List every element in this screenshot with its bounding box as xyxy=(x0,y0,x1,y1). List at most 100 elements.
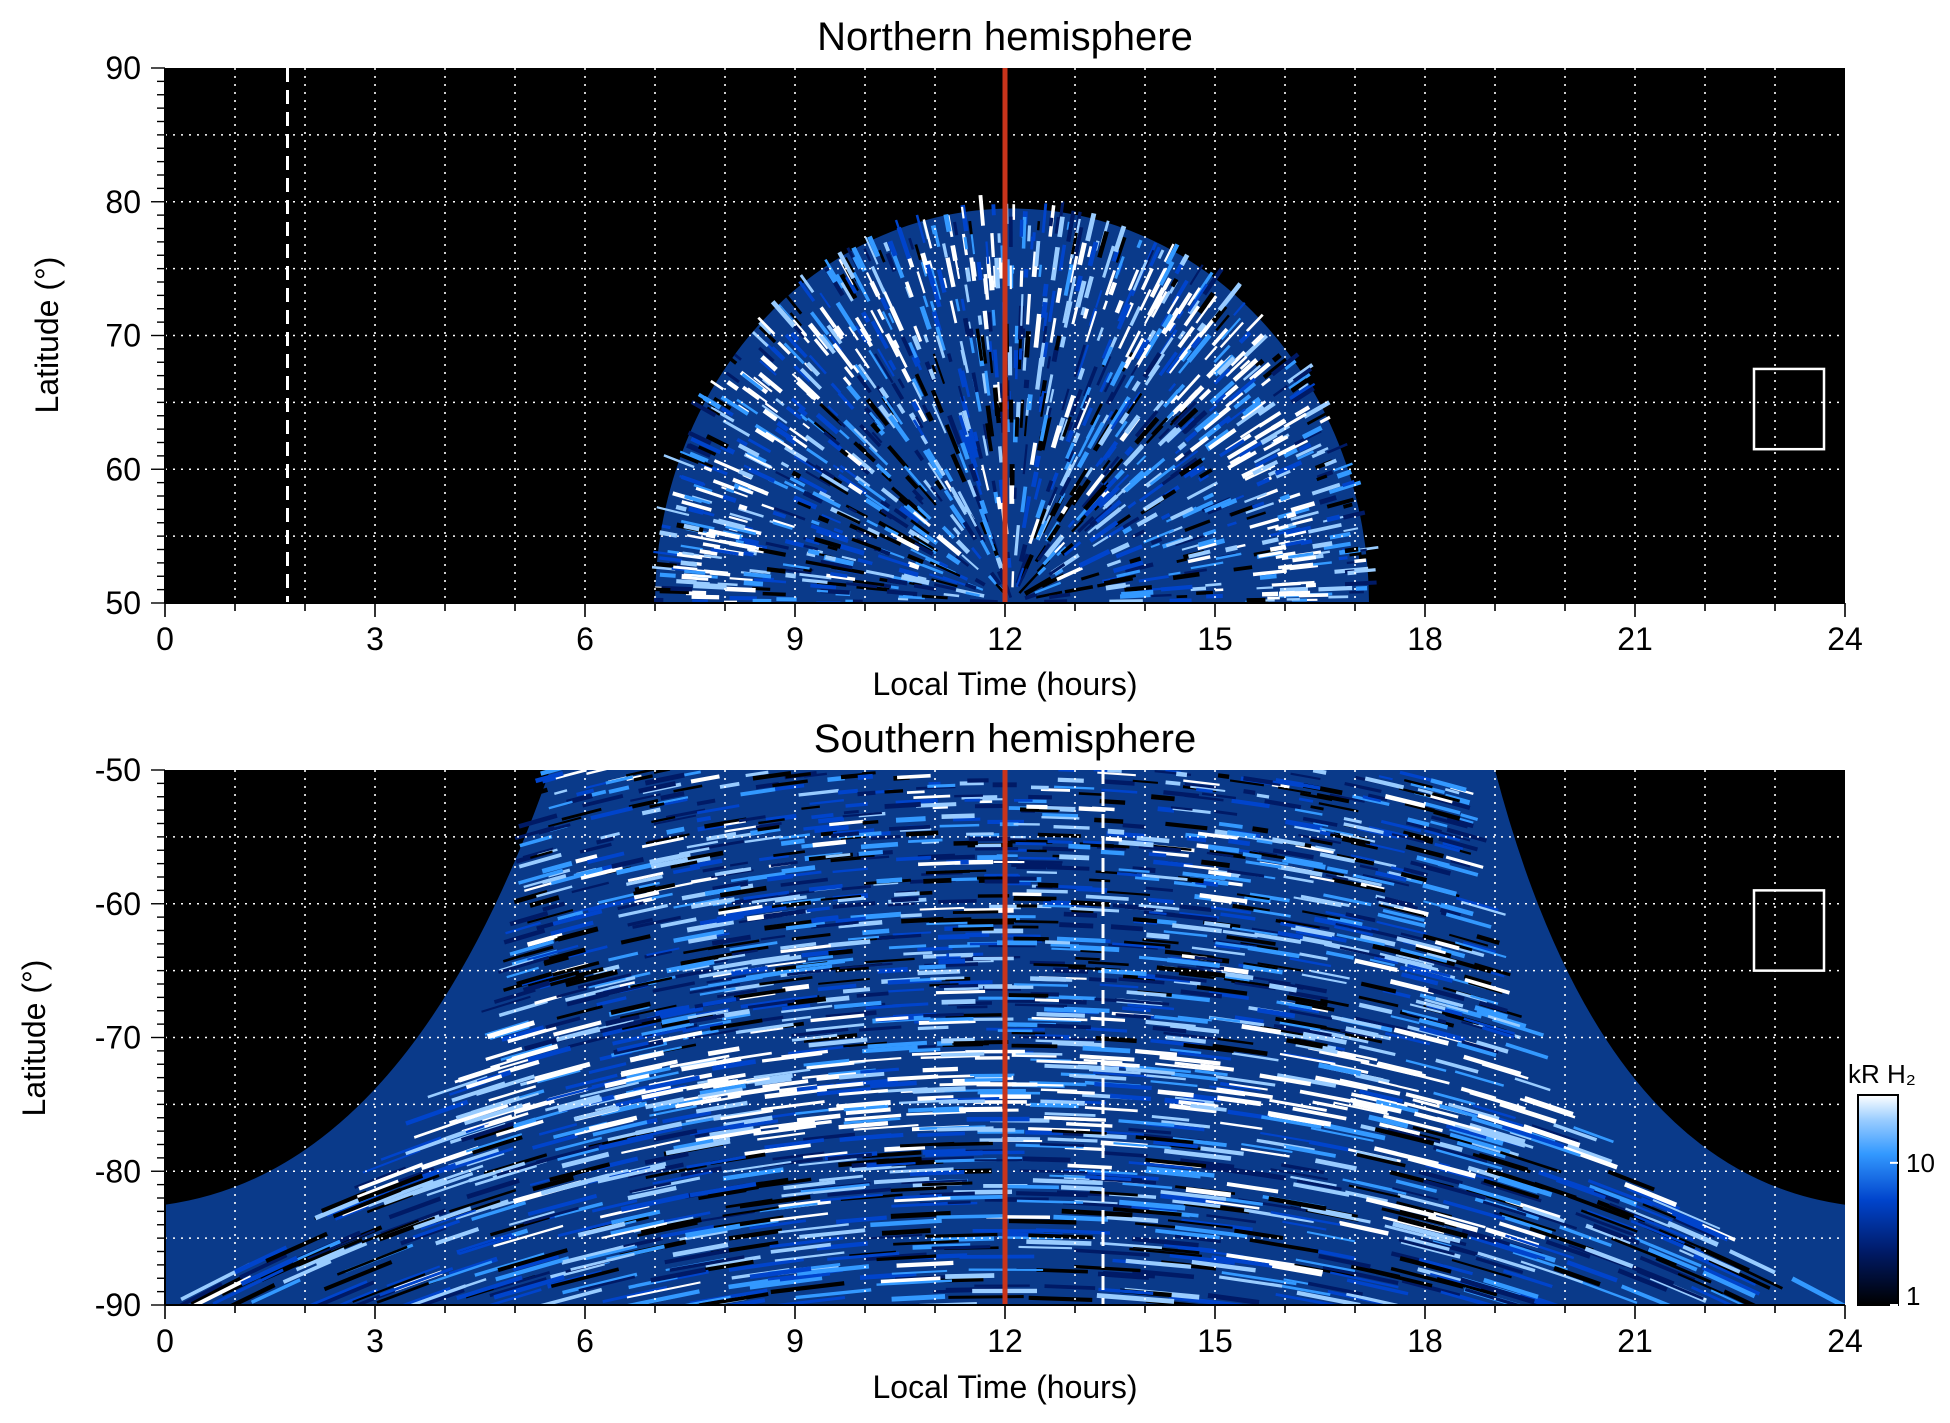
southern-emission-streak xyxy=(1206,851,1234,858)
northern-emission-streak xyxy=(1179,253,1190,267)
northern-emission-streak xyxy=(832,326,844,341)
southern-emission-streak xyxy=(860,1067,900,1074)
northern-emission-streak xyxy=(1294,429,1322,446)
southern-emission-streak xyxy=(758,818,785,825)
northern-emission-streak xyxy=(857,363,877,389)
northern-emission-streak xyxy=(1326,514,1341,523)
northern-emission-streak xyxy=(908,341,918,359)
southern-emission-streak xyxy=(917,969,961,976)
northern-emission-streak xyxy=(964,505,978,527)
southern-emission-streak xyxy=(1160,1190,1227,1201)
northern-emission-streak xyxy=(1277,438,1309,457)
southern-emission-streak xyxy=(892,931,932,936)
northern-emission-streak xyxy=(1122,355,1133,369)
northern-emission-streak xyxy=(1115,544,1143,559)
northern-emission-streak xyxy=(1040,416,1052,451)
southern-emission-streak xyxy=(240,1255,299,1287)
northern-emission-streak xyxy=(1278,590,1311,597)
northern-emission-streak xyxy=(1294,405,1311,417)
southern-emission-streak xyxy=(787,996,827,1006)
northern-emission-streak xyxy=(1146,329,1157,343)
northern-emission-streak xyxy=(710,547,739,556)
southern-emission-streak xyxy=(428,1260,493,1285)
northern-emission-streak xyxy=(916,271,926,294)
northern-emission-streak xyxy=(961,554,979,571)
northern-emission-streak xyxy=(1244,464,1276,481)
southern-emission-streak xyxy=(1256,839,1273,845)
southern-emission-streak xyxy=(641,836,684,849)
southern-emission-streak xyxy=(1167,1219,1233,1229)
northern-emission-streak xyxy=(1197,291,1216,314)
northern-emission-streak xyxy=(698,445,717,457)
northern-emission-streak xyxy=(1302,503,1313,509)
northern-emission-streak xyxy=(1220,497,1238,509)
southern-emission-streak xyxy=(949,877,978,882)
northern-emission-streak xyxy=(1177,441,1187,451)
southern-emission-streak xyxy=(1439,908,1461,918)
colorbar-ticks: 110 xyxy=(1890,1148,1935,1311)
southern-emission-streak xyxy=(837,788,859,795)
southern-ylabel: Latitude (°) xyxy=(16,960,52,1117)
southern-emission-streak xyxy=(1298,833,1342,845)
southern-emission-streak xyxy=(744,835,782,844)
northern-emission-streak xyxy=(1106,559,1122,568)
northern-emission-streak xyxy=(920,261,928,277)
northern-emission-streak xyxy=(1216,356,1236,376)
southern-emission-streak xyxy=(474,1164,538,1186)
northern-emission-streak xyxy=(1077,344,1090,377)
southern-emission-streak xyxy=(915,802,957,808)
southern-emission-streak xyxy=(1150,794,1175,802)
southern-emission-streak xyxy=(701,1079,739,1090)
northern-emission-streak xyxy=(1245,313,1264,333)
northern-emission-streak xyxy=(805,537,820,546)
southern-emission-streak xyxy=(876,1156,922,1165)
southern-emission-streak xyxy=(310,1280,369,1305)
southern-emission-streak xyxy=(842,987,871,994)
southern-emission-streak xyxy=(1360,981,1397,994)
northern-emission-streak xyxy=(1038,390,1047,413)
northern-emission-streak xyxy=(1023,379,1030,389)
northern-emission-streak xyxy=(888,359,897,371)
northern-emission-streak xyxy=(746,450,767,464)
southern-emission-streak xyxy=(1270,1210,1341,1226)
southern-emission-streak xyxy=(888,988,925,993)
southern-emission-streak xyxy=(952,926,994,932)
southern-emission-streak xyxy=(1197,1087,1246,1097)
northern-emission-streak xyxy=(1095,289,1103,309)
northern-emission-streak xyxy=(1209,380,1235,404)
southern-emission-streak xyxy=(1201,859,1230,868)
northern-emission-streak xyxy=(868,446,889,466)
southern-emission-streak xyxy=(909,1047,941,1053)
southern-emission-streak xyxy=(722,1051,772,1062)
southern-emission-streak xyxy=(1241,1143,1293,1154)
southern-emission-streak xyxy=(679,1295,731,1305)
southern-emission-streak xyxy=(1156,965,1189,974)
southern-emission-streak xyxy=(1268,983,1298,993)
southern-emission-streak xyxy=(832,867,868,874)
southern-emission-streak xyxy=(900,913,922,918)
southern-emission-streak xyxy=(810,1013,865,1023)
northern-emission-streak xyxy=(840,281,854,302)
northern-emission-streak xyxy=(799,274,815,294)
southern-emission-streak xyxy=(1473,962,1511,977)
southern-emission-streak xyxy=(485,1046,523,1061)
southern-emission-streak xyxy=(1462,941,1497,955)
southern-emission-streak xyxy=(1127,1003,1175,1011)
northern-emission-streak xyxy=(985,423,994,452)
northern-emission-streak xyxy=(1196,322,1207,333)
southern-emission-streak xyxy=(781,1003,811,1011)
southern-emission-streak xyxy=(597,892,638,905)
northern-emission-streak xyxy=(813,464,835,480)
northern-emission-streak xyxy=(1219,439,1245,458)
northern-emission-streak xyxy=(985,405,995,437)
southern-emission-streak xyxy=(772,1151,825,1161)
southern-emission-streak xyxy=(929,854,975,861)
southern-emission-streak xyxy=(702,865,727,873)
southern-emission-streak xyxy=(435,1227,480,1246)
northern-emission-streak xyxy=(847,482,863,495)
southern-emission-streak xyxy=(1354,958,1398,973)
southern-emission-streak xyxy=(1356,1152,1406,1168)
southern-emission-streak xyxy=(680,954,719,966)
northern-emission-streak xyxy=(684,494,703,504)
northern-emission-streak xyxy=(1188,549,1211,559)
